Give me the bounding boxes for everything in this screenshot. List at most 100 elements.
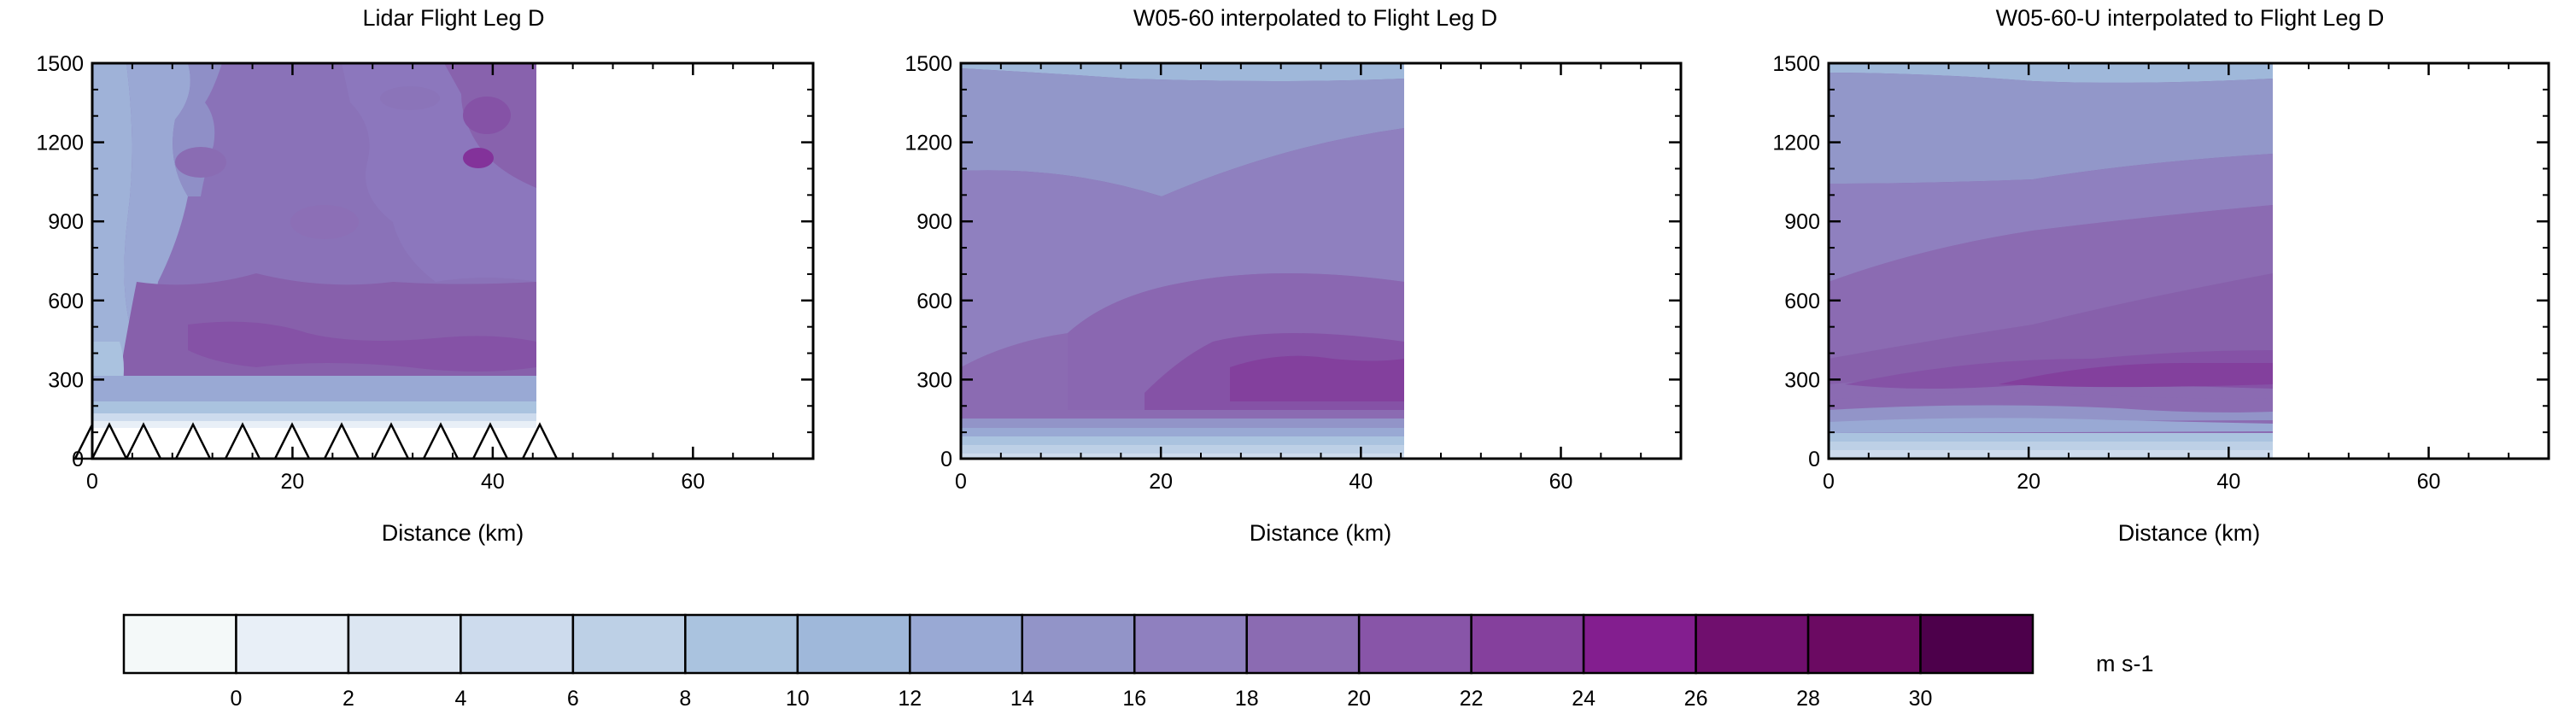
colorbar-tick-label: 20 [1347, 687, 1371, 711]
contour-band [961, 454, 1404, 459]
y-tick-label: 1200 [36, 132, 84, 155]
colorbar-tick-label: 2 [342, 687, 354, 711]
contour-band [1829, 392, 2273, 410]
y-tick-label: 0 [72, 448, 84, 471]
plot-area [92, 63, 813, 459]
x-tick-label: 60 [1549, 470, 1573, 494]
colorbar-swatch [235, 613, 350, 675]
y-tick-label: 0 [1808, 448, 1820, 471]
colorbar-swatch [347, 613, 462, 675]
colorbar-tick-label: 0 [231, 687, 243, 711]
colorbar-swatch [571, 613, 687, 675]
y-tick-label: 300 [916, 368, 952, 392]
plot-area [961, 63, 1681, 459]
contour-band [92, 413, 536, 421]
x-axis-label: Distance (km) [382, 520, 524, 546]
colorbar-swatch [1357, 613, 1472, 675]
contour-band [92, 376, 536, 401]
y-tick-label: 300 [1784, 368, 1820, 392]
panel-w05-60-u: W05-60-U interpolated to Flight Leg D 0 2… [1772, 5, 2550, 546]
colorbar-unit-label: m s-1 [2096, 651, 2154, 676]
contour-band [961, 68, 1404, 196]
colorbar-tick-label: 10 [786, 687, 810, 711]
colorbar-tick-label: 28 [1796, 687, 1820, 711]
x-axis-label: Distance (km) [2118, 520, 2261, 546]
contour-band [124, 63, 190, 325]
colorbar-swatch [1582, 613, 1697, 675]
contour-band [188, 321, 536, 372]
y-tick-label: 0 [940, 448, 952, 471]
y-tick-label: 600 [916, 290, 952, 313]
colorbar-swatch [1806, 613, 1922, 675]
contour-band [961, 128, 1404, 367]
colorbar-swatch [1021, 613, 1136, 675]
contour-band [92, 428, 536, 459]
contour-band [290, 205, 359, 239]
panel-title: W05-60 interpolated to Flight Leg D [1133, 5, 1497, 31]
x-tick-label: 40 [481, 470, 505, 494]
contour-band [961, 428, 1404, 436]
x-tick-label: 20 [2017, 470, 2040, 494]
y-tick-label: 1200 [905, 132, 952, 155]
contour-band [1829, 63, 2273, 83]
contour-band [463, 97, 511, 134]
colorbar-swatch [1919, 613, 2034, 675]
colorbar-tick-label: 26 [1684, 687, 1708, 711]
contour-band [463, 148, 494, 168]
y-tick-label: 900 [48, 210, 84, 234]
colorbar-tick-label: 24 [1572, 687, 1595, 711]
missing-data-region [1404, 63, 1681, 459]
x-tick-label: 0 [86, 470, 98, 494]
colorbar-tick-label: 8 [679, 687, 691, 711]
contour-band [1829, 154, 2273, 282]
colorbar-swatch [1695, 613, 1810, 675]
y-tick-label: 300 [48, 368, 84, 392]
colorbar-swatch [1245, 613, 1361, 675]
contour-band [175, 147, 226, 178]
y-tick-label: 1200 [1772, 132, 1820, 155]
x-tick-label: 40 [2216, 470, 2240, 494]
contour-band [1829, 442, 2273, 450]
contour-band [380, 86, 440, 110]
contour-band [1829, 405, 2273, 422]
colorbar-swatch [1470, 613, 1585, 675]
missing-data-region [536, 63, 813, 459]
x-tick-label: 20 [281, 470, 305, 494]
x-tick-label: 60 [2417, 470, 2441, 494]
x-tick-label: 0 [955, 470, 967, 494]
y-tick-label: 600 [48, 290, 84, 313]
panel-lidar: Lidar Flight Leg D [36, 5, 815, 546]
terrain-markers [73, 422, 559, 460]
contour-band [1829, 418, 2273, 433]
colorbar-swatch [684, 613, 799, 675]
contour-band [961, 436, 1404, 445]
missing-data-region [2273, 63, 2549, 459]
y-tick-label: 1500 [36, 52, 84, 76]
x-axis-label: Distance (km) [1250, 520, 1392, 546]
colorbar-tick-label: 16 [1122, 687, 1146, 711]
y-tick-label: 1500 [1772, 52, 1820, 76]
y-tick-label: 1500 [905, 52, 952, 76]
contour-band [1829, 73, 2273, 184]
colorbar-tick-label: 4 [454, 687, 466, 711]
x-tick-label: 40 [1349, 470, 1373, 494]
panel-w05-60: W05-60 interpolated to Flight Leg D 0 20 4… [905, 5, 1683, 546]
contour-band [92, 63, 132, 410]
colorbar: 0 2 4 6 8 10 12 14 16 18 20 22 24 26 28 30 [122, 613, 2034, 711]
contour-band [1829, 205, 2273, 359]
panel-title: W05-60-U interpolated to Flight Leg D [1996, 5, 2385, 31]
contour-band [961, 419, 1404, 428]
y-tick-label: 900 [916, 210, 952, 234]
colorbar-swatch [122, 613, 237, 675]
x-tick-label: 0 [1823, 470, 1835, 494]
colorbar-tick-label: 6 [567, 687, 579, 711]
contour-band [961, 445, 1404, 454]
contour-band [1829, 433, 2273, 442]
contour-band [92, 401, 536, 413]
colorbar-swatch [796, 613, 911, 675]
y-tick-label: 900 [1784, 210, 1820, 234]
